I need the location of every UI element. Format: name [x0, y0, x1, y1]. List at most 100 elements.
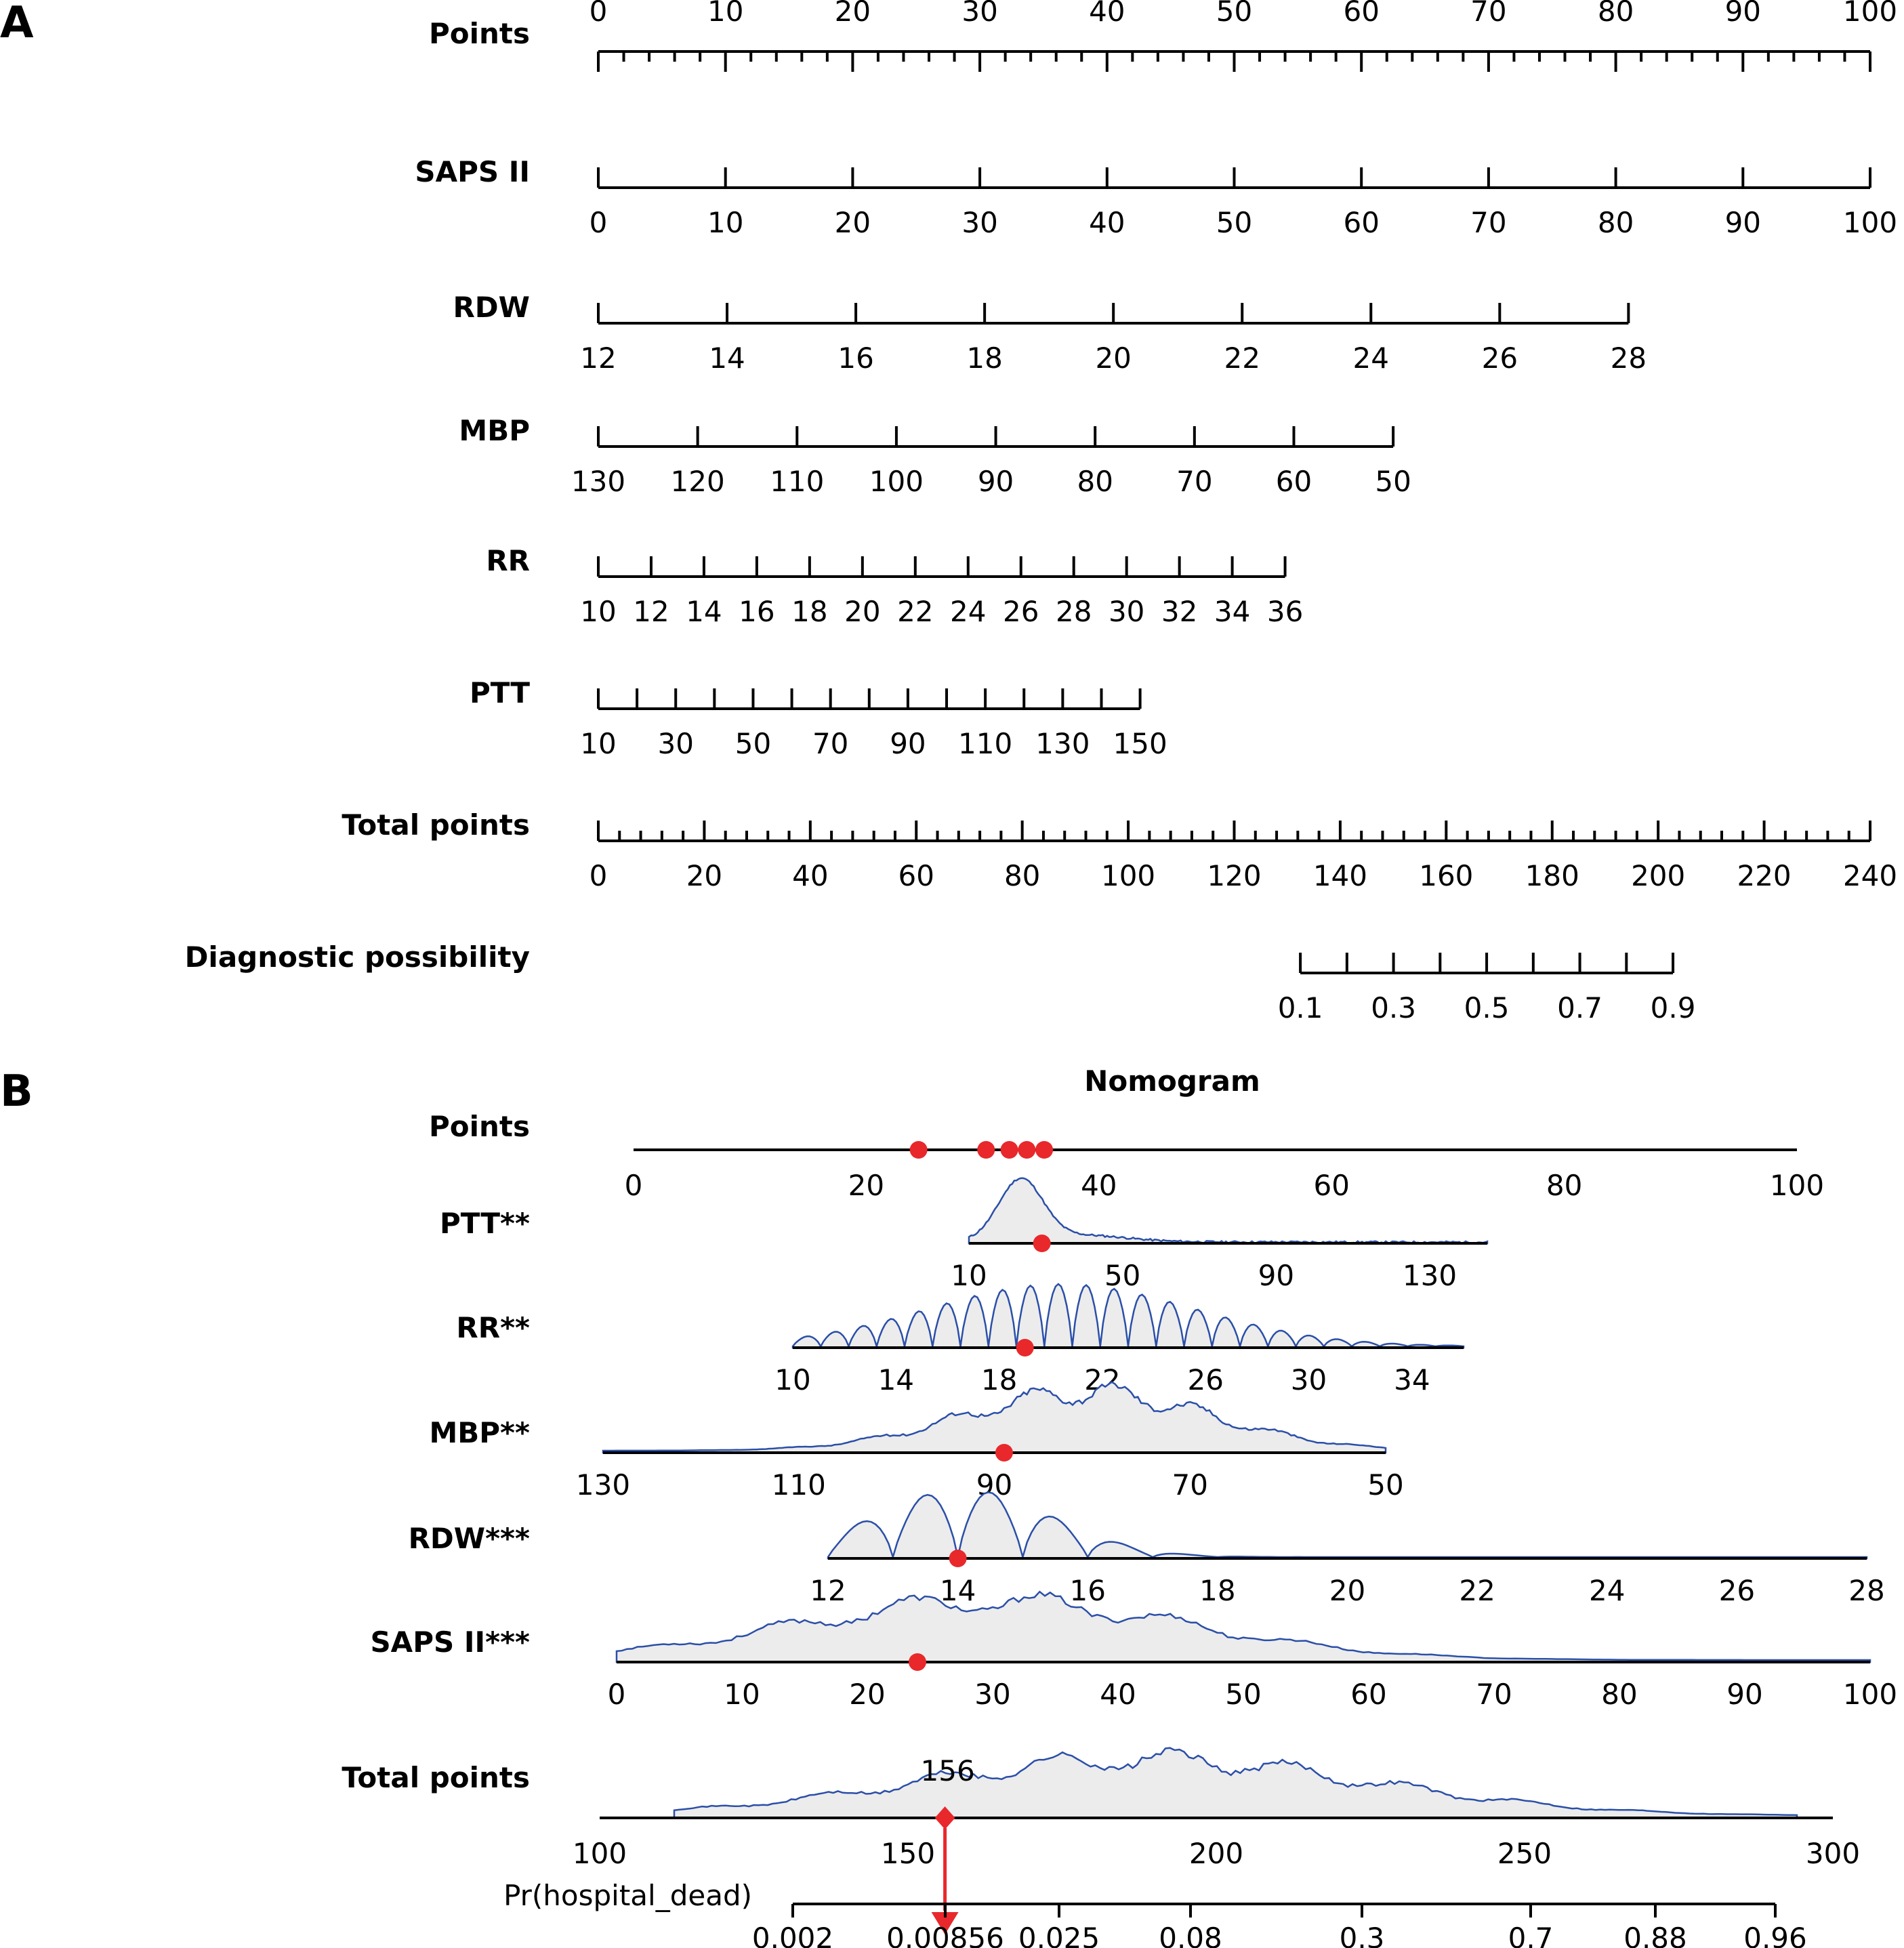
tick-label-points: 0 [589, 0, 608, 28]
tick-label-mbp: 120 [671, 465, 725, 498]
tick-label-rdw: 16 [1070, 1574, 1106, 1607]
tick-label-mbp: 100 [869, 465, 924, 498]
tick-label-total-points: 100 [573, 1837, 627, 1870]
tick-label-total-points: 120 [1207, 859, 1261, 892]
tick-label-diagnostic-possibility: 0.1 [1278, 991, 1323, 1024]
tick-label-saps-ii: 80 [1601, 1678, 1637, 1711]
tick-label-saps-ii: 30 [974, 1678, 1010, 1711]
tick-label-points: 100 [1770, 1169, 1824, 1202]
row-label-rr: RR** [456, 1311, 530, 1344]
tick-label-rr: 20 [844, 595, 880, 628]
tick-label-mbp: 50 [1375, 465, 1411, 498]
tick-label-rdw: 24 [1589, 1574, 1625, 1607]
marker-mbp [995, 1444, 1013, 1462]
marker-saps-ii [909, 1653, 926, 1671]
tick-label-total-points: 200 [1631, 859, 1685, 892]
tick-label-rr: 32 [1161, 595, 1197, 628]
tick-label-total-points: 20 [686, 859, 722, 892]
tick-label-rr: 18 [791, 595, 827, 628]
tick-label-rr: 30 [1109, 595, 1144, 628]
projection-arrow-head [931, 1912, 959, 1934]
row-label-mbp: MBP** [429, 1416, 530, 1449]
tick-label-diagnostic-possibility: 0.7 [1557, 991, 1602, 1024]
marker-ptt [1033, 1235, 1051, 1252]
tick-label-rr: 24 [950, 595, 986, 628]
tick-label-ptt: 110 [958, 727, 1012, 760]
marker-rdw [949, 1550, 967, 1567]
tick-label-points: 40 [1089, 0, 1125, 28]
tick-label-ptt: 50 [1104, 1259, 1140, 1292]
points-marker [1035, 1141, 1054, 1159]
tick-label-total-points: 100 [1101, 859, 1155, 892]
tick-label-rdw: 14 [940, 1574, 976, 1607]
tick-label-total-points: 80 [1004, 859, 1040, 892]
tick-label-rr: 14 [686, 595, 722, 628]
tick-label-probability: 0.08 [1159, 1922, 1222, 1948]
tick-label-rr: 28 [1056, 595, 1092, 628]
points-marker [1000, 1141, 1018, 1159]
row-label-rdw: RDW [453, 291, 530, 324]
tick-label-mbp: 60 [1276, 465, 1312, 498]
tick-label-rr: 18 [981, 1363, 1017, 1396]
tick-label-saps-ii: 40 [1089, 206, 1125, 239]
tick-label-points: 40 [1081, 1169, 1117, 1202]
tick-label-total-points: 0 [589, 859, 608, 892]
tick-label-points: 80 [1598, 0, 1634, 28]
tick-label-points: 70 [1470, 0, 1506, 28]
tick-label-rr: 26 [1188, 1363, 1224, 1396]
tick-label-probability: 0.7 [1508, 1922, 1554, 1948]
density-rdw [827, 1491, 1868, 1560]
tick-label-saps-ii: 10 [724, 1678, 760, 1711]
tick-label-mbp: 70 [1172, 1468, 1208, 1501]
row-label-rr: RR [486, 544, 530, 577]
tick-label-rdw: 22 [1224, 341, 1260, 375]
tick-label-probability: 0.00856 [886, 1922, 1004, 1948]
tick-label-rr: 12 [633, 595, 669, 628]
tick-label-points: 60 [1313, 1169, 1349, 1202]
tick-label-saps-ii: 30 [961, 206, 997, 239]
density-total-points [673, 1747, 1798, 1819]
tick-label-rdw: 26 [1719, 1574, 1755, 1607]
row-label-total-points: Total points [342, 1761, 530, 1794]
tick-label-total-points: 160 [1419, 859, 1473, 892]
row-label-ptt: PTT [470, 676, 530, 709]
tick-label-rr: 36 [1267, 595, 1303, 628]
tick-label-points: 60 [1343, 0, 1379, 28]
tick-label-total-points: 200 [1189, 1837, 1243, 1870]
tick-label-saps-ii: 100 [1843, 206, 1897, 239]
tick-label-mbp: 90 [978, 465, 1014, 498]
tick-label-diagnostic-possibility: 0.9 [1651, 991, 1696, 1024]
tick-label-saps-ii: 50 [1216, 206, 1252, 239]
tick-label-ptt: 50 [735, 727, 771, 760]
tick-label-saps-ii: 50 [1225, 1678, 1261, 1711]
tick-label-mbp: 130 [576, 1468, 630, 1501]
row-label-total-points: Total points [342, 808, 530, 842]
tick-label-mbp: 110 [772, 1468, 826, 1501]
density-mbp [602, 1381, 1387, 1454]
tick-label-ptt: 90 [890, 727, 926, 760]
tick-label-rr: 30 [1291, 1363, 1327, 1396]
tick-label-mbp: 110 [770, 465, 824, 498]
tick-label-ptt: 150 [1113, 727, 1167, 760]
tick-label-diagnostic-possibility: 0.5 [1464, 991, 1510, 1024]
row-label-diagnostic-possibility: Diagnostic possibility [185, 940, 530, 974]
tick-label-mbp: 130 [571, 465, 625, 498]
marker-rr [1016, 1339, 1034, 1356]
density-saps-ii [615, 1590, 1871, 1663]
tick-label-points: 100 [1843, 0, 1897, 28]
tick-label-rdw: 20 [1329, 1574, 1365, 1607]
tick-label-rdw: 28 [1848, 1574, 1884, 1607]
panel-b-title: Nomogram [1084, 1064, 1260, 1098]
row-label-points: Points [429, 1110, 530, 1143]
total-points-value-label: 156 [921, 1754, 975, 1787]
tick-label-points: 0 [625, 1169, 643, 1202]
tick-label-saps-ii: 0 [608, 1678, 626, 1711]
row-label-ptt: PTT** [440, 1207, 530, 1240]
row-label-saps-ii: SAPS II [415, 155, 530, 188]
tick-label-rr: 14 [878, 1363, 914, 1396]
row-label-mbp: MBP [459, 414, 530, 447]
tick-label-rdw: 26 [1482, 341, 1518, 375]
tick-label-ptt: 90 [1258, 1259, 1294, 1292]
tick-label-rdw: 28 [1611, 341, 1647, 375]
